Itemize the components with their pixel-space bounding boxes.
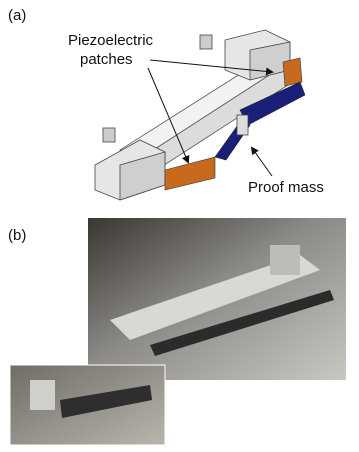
annotation: patches (80, 51, 133, 68)
annotation: Proof mass (248, 179, 324, 196)
photo (88, 218, 346, 380)
annotation: Piezoelectric (68, 32, 154, 49)
panel-label: (a) (8, 7, 26, 24)
arrow (252, 148, 272, 176)
figure: (a) Piezoelectric patches Proof mass (b) (0, 0, 359, 452)
panel-label: (b) (8, 227, 26, 244)
inset-photo (10, 365, 165, 445)
